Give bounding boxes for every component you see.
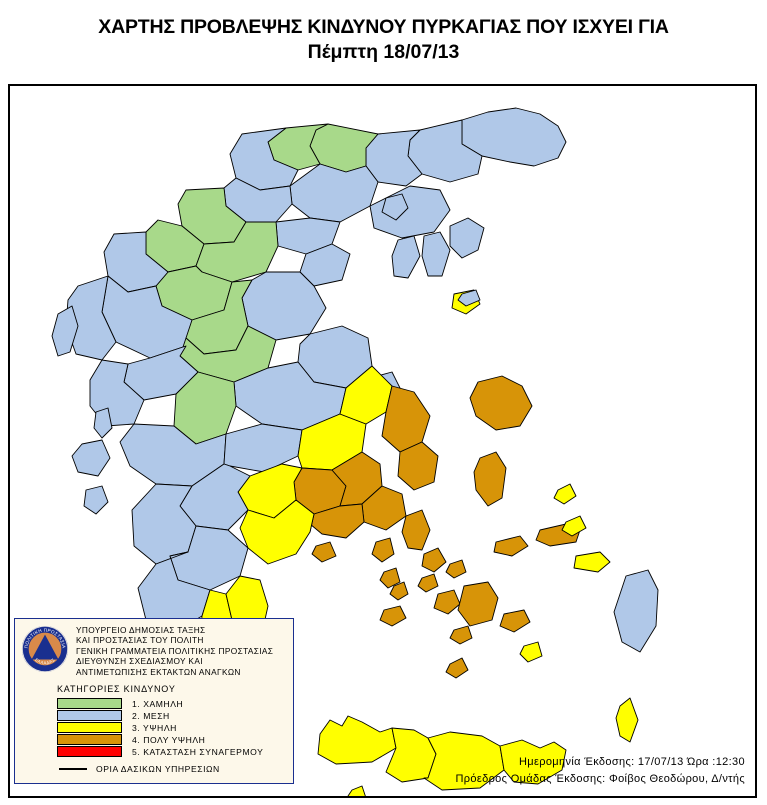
- legend-category-row: 2. ΜΕΣΗ: [57, 710, 287, 722]
- map-region-milos[interactable]: [379, 605, 407, 627]
- legend-category-row: 5. ΚΑΤΑΣΤΑΣΗ ΣΥΝΑΓΕΡΜΟΥ: [57, 746, 287, 758]
- map-region-kalymnos[interactable]: [561, 515, 587, 537]
- title-line-2: Πέμπτη 18/07/13: [307, 41, 460, 63]
- map-frame: ΠΟΛΙΤΙΚΗ ΠΡΟΣΤΑΣΙΑ ΕΛΛΑΔΑΣ ΥΠΟΥΡΓΕΙΟ ΔΗΜ…: [8, 84, 757, 798]
- map-region-naxos[interactable]: [457, 581, 499, 627]
- organization-name: ΥΠΟΥΡΓΕΙΟ ΔΗΜΟΣΙΑΣ ΤΑΞΗΣ ΚΑΙ ΠΡΟΣΤΑΣΙΑΣ Τ…: [76, 624, 273, 677]
- map-region-crete-rethymno[interactable]: [385, 727, 437, 783]
- map-region-amorgos[interactable]: [499, 609, 531, 633]
- map-region-lefkada[interactable]: [93, 407, 113, 439]
- organization-line-5: ΑΝΤΙΜΕΤΩΠΙΣΗΣ ΕΚΤΑΚΤΩΝ ΑΝΑΓΚΩΝ: [76, 666, 241, 677]
- map-region-kea[interactable]: [371, 537, 395, 563]
- map-region-kilkis[interactable]: [229, 127, 299, 191]
- map-region-karpathos[interactable]: [615, 697, 639, 743]
- map-region-chalkidiki-sithonia[interactable]: [421, 231, 451, 277]
- legend-category-row: 3. ΥΨΗΛΗ: [57, 722, 287, 734]
- map-region-paros[interactable]: [433, 589, 461, 615]
- issuer-line: Πρόεδρος Ομάδας Έκδοσης: Φοίβος Θεοδώρου…: [455, 773, 745, 785]
- organization-line-2: ΚΑΙ ΠΡΟΣΤΑΣΙΑΣ ΤΟΥ ΠΟΛΙΤΗ: [76, 635, 204, 646]
- legend-category-row: 1. ΧΑΜΗΛΗ: [57, 698, 287, 710]
- legend-color-swatch: [57, 734, 122, 746]
- map-region-crete-lasithi[interactable]: [499, 739, 567, 785]
- legend-boundary-row: ΟΡΙΑ ΔΑΣΙΚΩΝ ΥΠΗΡΕΣΙΩΝ: [59, 764, 287, 774]
- map-region-patmos[interactable]: [553, 483, 577, 505]
- legend-color-swatch: [57, 698, 122, 710]
- legend-boundary-label: ΟΡΙΑ ΔΑΣΙΚΩΝ ΥΠΗΡΕΣΙΩΝ: [96, 764, 220, 775]
- legend-color-swatch: [57, 722, 122, 734]
- page-title: ΧΑΡΤΗΣ ΠΡΟΒΛΕΨΗΣ ΚΙΝΔΥΝΟΥ ΠΥΡΚΑΓΙΑΣ ΠΟΥ …: [0, 14, 767, 64]
- boundary-line-icon: [59, 768, 87, 771]
- map-region-astypalaia[interactable]: [519, 641, 543, 663]
- title-line-1: ΧΑΡΤΗΣ ΠΡΟΒΛΕΨΗΣ ΚΙΝΔΥΝΟΥ ΠΥΡΚΑΓΙΑΣ ΠΟΥ …: [98, 16, 669, 38]
- map-region-evia-center[interactable]: [381, 385, 431, 453]
- map-region-santorini[interactable]: [445, 657, 469, 679]
- greece-risk-map[interactable]: [10, 86, 755, 796]
- map-region-kythnos[interactable]: [379, 567, 401, 589]
- legend-color-swatch: [57, 746, 122, 758]
- map-region-mykonos[interactable]: [445, 559, 467, 579]
- categories-title: ΚΑΤΗΓΟΡΙΕΣ ΚΙΝΔΥΝΟΥ: [57, 684, 176, 695]
- map-region-gavdos[interactable]: [347, 785, 366, 796]
- map-region-aigina[interactable]: [311, 541, 337, 563]
- map-region-andros[interactable]: [401, 509, 431, 551]
- map-region-chalkidiki-kassandra[interactable]: [391, 235, 421, 279]
- legend-category-label: 4. ΠΟΛΥ ΥΨΗΛΗ: [132, 734, 206, 745]
- legend-category-label: 2. ΜΕΣΗ: [132, 710, 170, 721]
- map-region-ikaria[interactable]: [493, 535, 529, 557]
- legend-category-list: 1. ΧΑΜΗΛΗ 2. ΜΕΣΗ 3. ΥΨΗΛΗ 4. ΠΟΛΥ ΥΨΗΛΗ 5. …: [21, 698, 287, 758]
- map-region-zakynthos[interactable]: [83, 485, 109, 515]
- legend-category-label: 3. ΥΨΗΛΗ: [132, 722, 177, 733]
- map-region-corfu[interactable]: [51, 305, 79, 357]
- map-region-athos[interactable]: [449, 217, 485, 259]
- map-region-syros[interactable]: [417, 573, 439, 593]
- map-region-thessaloniki[interactable]: [289, 163, 379, 223]
- map-region-rhodes[interactable]: [613, 569, 659, 653]
- map-region-fokida[interactable]: [223, 423, 303, 473]
- civil-protection-emblem-icon: ΠΟΛΙΤΙΚΗ ΠΡΟΣΤΑΣΙΑ ΕΛΛΑΔΑΣ: [21, 625, 69, 673]
- organization-line-1: ΥΠΟΥΡΓΕΙΟ ΔΗΜΟΣΙΑΣ ΤΑΞΗΣ: [76, 625, 206, 635]
- map-region-samothraki[interactable]: [457, 289, 481, 307]
- map-region-argolida[interactable]: [239, 499, 315, 565]
- svg-text:ΕΛΛΑΔΑΣ: ΕΛΛΑΔΑΣ: [34, 657, 56, 665]
- legend-color-swatch: [57, 710, 122, 722]
- legend-panel: ΠΟΛΙΤΙΚΗ ΠΡΟΣΤΑΣΙΑ ΕΛΛΑΔΑΣ ΥΠΟΥΡΓΕΙΟ ΔΗΜ…: [14, 618, 294, 784]
- map-region-thasos[interactable]: [381, 193, 409, 221]
- map-region-attica-piraeus[interactable]: [309, 503, 365, 539]
- organization-line-3: ΓΕΝΙΚΗ ΓΡΑΜΜΑΤΕΙΑ ΠΟΛΙΤΙΚΗΣ ΠΡΟΣΤΑΣΙΑΣ: [76, 645, 274, 656]
- map-region-lesvos[interactable]: [469, 375, 533, 431]
- map-region-chios[interactable]: [473, 451, 507, 507]
- legend-header: ΠΟΛΙΤΙΚΗ ΠΡΟΣΤΑΣΙΑ ΕΛΛΑΔΑΣ ΥΠΟΥΡΓΕΙΟ ΔΗΜ…: [21, 624, 287, 677]
- legend-category-label: 1. ΧΑΜΗΛΗ: [132, 698, 184, 709]
- map-region-kefalonia[interactable]: [71, 439, 111, 477]
- footer-block: Ημερομηνία Έκδοσης: 17/07/13 Ώρα :12:30 …: [455, 754, 745, 788]
- map-region-kos[interactable]: [573, 551, 611, 573]
- legend-category-label: 5. ΚΑΤΑΣΤΑΣΗ ΣΥΝΑΓΕΡΜΟΥ: [132, 746, 264, 757]
- map-region-tinos[interactable]: [421, 547, 447, 573]
- map-region-serifos[interactable]: [389, 581, 409, 601]
- organization-line-4: ΔΙΕΥΘΥΝΣΗ ΣΧΕΔΙΑΣΜΟΥ ΚΑΙ: [76, 656, 203, 667]
- legend-category-row: 4. ΠΟΛΥ ΥΨΗΛΗ: [57, 734, 287, 746]
- map-region-crete-chania[interactable]: [317, 715, 397, 765]
- issue-date-line: Ημερομηνία Έκδοσης: 17/07/13 Ώρα :12:30: [519, 756, 745, 768]
- map-region-ios[interactable]: [449, 625, 473, 645]
- map-region-evia-south[interactable]: [397, 441, 439, 491]
